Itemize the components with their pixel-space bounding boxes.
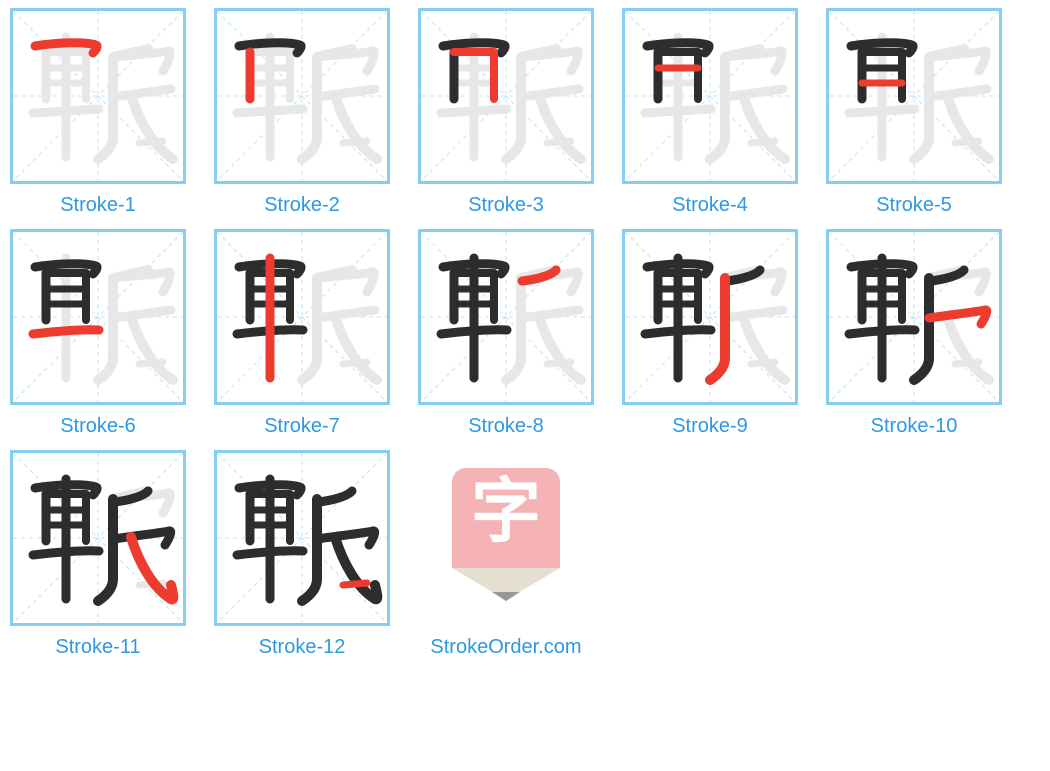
stroke-label-5: Stroke-5: [876, 194, 952, 217]
stroke-tile-3: [418, 8, 594, 184]
stroke-tile-5: [826, 8, 1002, 184]
stroke-tile-11: [10, 450, 186, 626]
stroke-step-6: Stroke-6: [10, 229, 186, 438]
stroke-tile-9: [622, 229, 798, 405]
stroke-step-12: Stroke-12: [214, 450, 390, 659]
stroke-label-7: Stroke-7: [264, 415, 340, 438]
stroke-step-9: Stroke-9: [622, 229, 798, 438]
stroke-label-4: Stroke-4: [672, 194, 748, 217]
stroke-step-10: Stroke-10: [826, 229, 1002, 438]
stroke-label-8: Stroke-8: [468, 415, 544, 438]
site-logo-cell: 字 StrokeOrder.com: [418, 450, 594, 659]
stroke-label-6: Stroke-6: [60, 415, 136, 438]
stroke-step-11: Stroke-11: [10, 450, 186, 659]
stroke-label-1: Stroke-1: [60, 194, 136, 217]
stroke-tile-12: [214, 450, 390, 626]
stroke-step-4: Stroke-4: [622, 8, 798, 217]
stroke-tile-8: [418, 229, 594, 405]
stroke-tile-10: [826, 229, 1002, 405]
stroke-label-10: Stroke-10: [871, 415, 958, 438]
stroke-label-11: Stroke-11: [55, 636, 140, 659]
pencil-logo-icon: 字: [418, 450, 594, 626]
stroke-step-1: Stroke-1: [10, 8, 186, 217]
stroke-tile-6: [10, 229, 186, 405]
stroke-step-7: Stroke-7: [214, 229, 390, 438]
stroke-label-9: Stroke-9: [672, 415, 748, 438]
site-label: StrokeOrder.com: [430, 636, 581, 659]
stroke-tile-2: [214, 8, 390, 184]
stroke-tile-1: [10, 8, 186, 184]
stroke-tile-4: [622, 8, 798, 184]
stroke-step-2: Stroke-2: [214, 8, 390, 217]
stroke-step-8: Stroke-8: [418, 229, 594, 438]
stroke-step-5: Stroke-5: [826, 8, 1002, 217]
stroke-step-3: Stroke-3: [418, 8, 594, 217]
stroke-label-3: Stroke-3: [468, 194, 544, 217]
stroke-label-12: Stroke-12: [259, 636, 346, 659]
stroke-tile-7: [214, 229, 390, 405]
stroke-label-2: Stroke-2: [264, 194, 340, 217]
